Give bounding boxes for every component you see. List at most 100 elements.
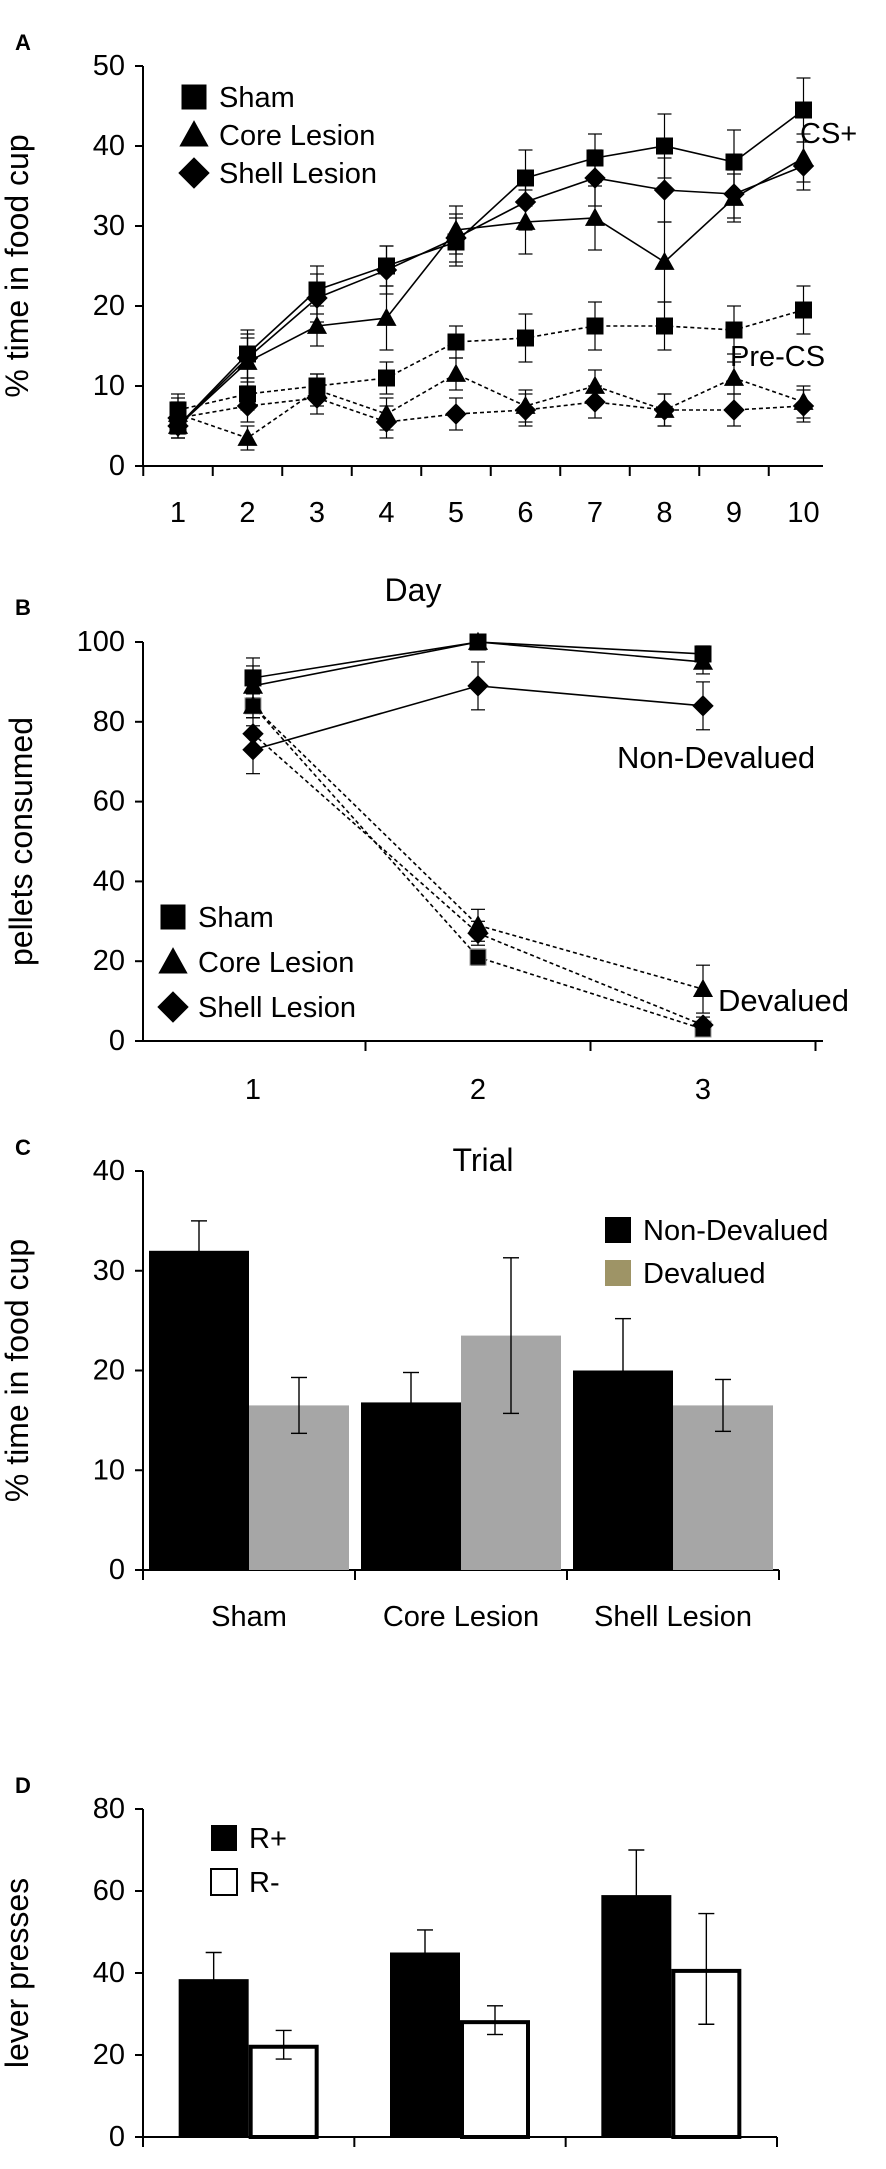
y-tick-label: 50 xyxy=(93,50,125,82)
data-point xyxy=(237,427,258,446)
legend-marker-sham xyxy=(181,84,207,110)
y-tick-label: 20 xyxy=(93,1355,125,1387)
series-devalued xyxy=(249,1257,773,1570)
x-tick-label: 1 xyxy=(170,497,186,529)
data-point xyxy=(653,179,676,201)
legend-label-shell-lesion: Shell Lesion xyxy=(219,158,377,190)
annotation-pre-cs: Pre-CS xyxy=(730,341,825,373)
annotation-devalued: Devalued xyxy=(718,983,849,1018)
data-point xyxy=(795,101,812,119)
y-tick-label: 40 xyxy=(93,1957,125,1989)
x-axis-title: Day xyxy=(385,572,442,608)
data-point xyxy=(586,317,604,335)
data-point xyxy=(654,251,675,270)
data-point xyxy=(467,675,489,697)
legend: R+ R- xyxy=(210,1823,287,1899)
y-axis-title: % time in food cup xyxy=(0,134,35,397)
series-core-lesion-pre-cs xyxy=(167,357,814,451)
data-point xyxy=(584,207,606,226)
data-point xyxy=(376,307,397,326)
data-point xyxy=(514,399,537,421)
data-point xyxy=(445,403,467,425)
y-tick-label: 10 xyxy=(93,1454,125,1486)
data-point xyxy=(792,155,815,177)
x-tick-label: 2 xyxy=(239,497,255,529)
data-point xyxy=(725,153,743,171)
bar xyxy=(460,2020,530,2140)
data-point xyxy=(447,333,465,351)
legend-label-r: R+ xyxy=(249,1823,287,1855)
y-tick-label: 0 xyxy=(109,1554,125,1586)
annotation-cs: CS+ xyxy=(800,118,857,150)
y-tick-label: 30 xyxy=(93,210,125,242)
legend: Non-Devalued Devalued xyxy=(605,1215,828,1290)
data-point xyxy=(469,948,487,966)
bar xyxy=(149,1250,249,1570)
series-shell-lesion-non-devalued xyxy=(242,661,714,775)
x-tick-label: 10 xyxy=(787,497,819,529)
y-tick-label: 0 xyxy=(109,2121,125,2153)
category-label-shell-lesion: Shell Lesion xyxy=(594,1601,752,1633)
series-line xyxy=(252,733,704,1026)
y-tick-label: 100 xyxy=(77,626,125,658)
series-line xyxy=(252,705,704,990)
y-tick-label: 20 xyxy=(93,945,125,977)
x-tick-label: 7 xyxy=(587,497,603,529)
x-tick-label: 4 xyxy=(378,497,394,529)
data-point xyxy=(467,631,489,650)
data-point xyxy=(723,367,745,386)
x-tick-label: 2 xyxy=(470,1074,486,1106)
series-sham-pre-cs xyxy=(169,285,812,427)
panel-a: A 0 10 20 30 40 50 % time in food cup 1 2 3 4 5 6 7 8 9 1… xyxy=(0,30,857,608)
data-point xyxy=(656,317,673,335)
data-point xyxy=(725,321,743,339)
panel-letter: D xyxy=(15,1773,31,1798)
data-point xyxy=(378,369,395,387)
panel-c: C 0 10 20 30 40 % time in food cup Sham Core Les… xyxy=(0,1135,828,1633)
legend-marker-core-lesion xyxy=(179,120,209,147)
y-tick-label: 10 xyxy=(93,370,125,402)
panel-letter: A xyxy=(15,30,31,55)
legend-marker-sham xyxy=(160,904,186,930)
y-tick-label: 80 xyxy=(93,1793,125,1825)
y-tick-label: 40 xyxy=(93,130,125,162)
x-tick-label: 1 xyxy=(245,1074,261,1106)
data-point xyxy=(236,347,259,369)
data-point xyxy=(692,651,714,670)
legend-marker-core-lesion xyxy=(158,947,188,974)
series-line xyxy=(177,309,804,411)
data-point xyxy=(236,395,259,417)
y-tick-label: 60 xyxy=(93,1875,125,1907)
data-point xyxy=(514,191,537,213)
data-point xyxy=(445,363,467,382)
data-point xyxy=(242,723,264,745)
y-tick-label: 0 xyxy=(109,450,125,482)
panel-letter: B xyxy=(15,595,31,620)
data-point xyxy=(306,315,328,334)
panel-letter: C xyxy=(15,1135,31,1160)
series-line xyxy=(177,373,804,439)
legend-label-shell-lesion: Shell Lesion xyxy=(198,992,356,1024)
category-label-sham: Sham xyxy=(211,1601,287,1633)
series-line xyxy=(177,109,804,427)
x-tick-label: 8 xyxy=(656,497,672,529)
panel-b: B 0 20 40 60 80 100 pellets consumed 1 2 3 Trial Sha… xyxy=(3,595,849,1178)
y-tick-label: 80 xyxy=(93,706,125,738)
series-shell-lesion-pre-cs xyxy=(167,381,815,439)
data-point xyxy=(517,329,534,347)
legend-label-devalued: Devalued xyxy=(643,1258,766,1290)
legend-marker-shell-lesion xyxy=(157,991,189,1023)
x-tick-label: 3 xyxy=(695,1074,711,1106)
series-r xyxy=(248,1912,742,2140)
series-non-devalued xyxy=(149,1220,673,1570)
series-line xyxy=(177,397,804,423)
data-point xyxy=(692,978,714,997)
annotation-non-devalued: Non-Devalued xyxy=(617,740,815,775)
data-point xyxy=(723,183,745,205)
x-tick-label: 3 xyxy=(309,497,325,529)
legend-label-non-devalued: Non-Devalued xyxy=(643,1215,828,1247)
data-point xyxy=(692,695,714,717)
series-core-lesion-non-devalued xyxy=(242,631,714,707)
y-tick-label: 20 xyxy=(93,2039,125,2071)
data-point xyxy=(723,399,745,421)
